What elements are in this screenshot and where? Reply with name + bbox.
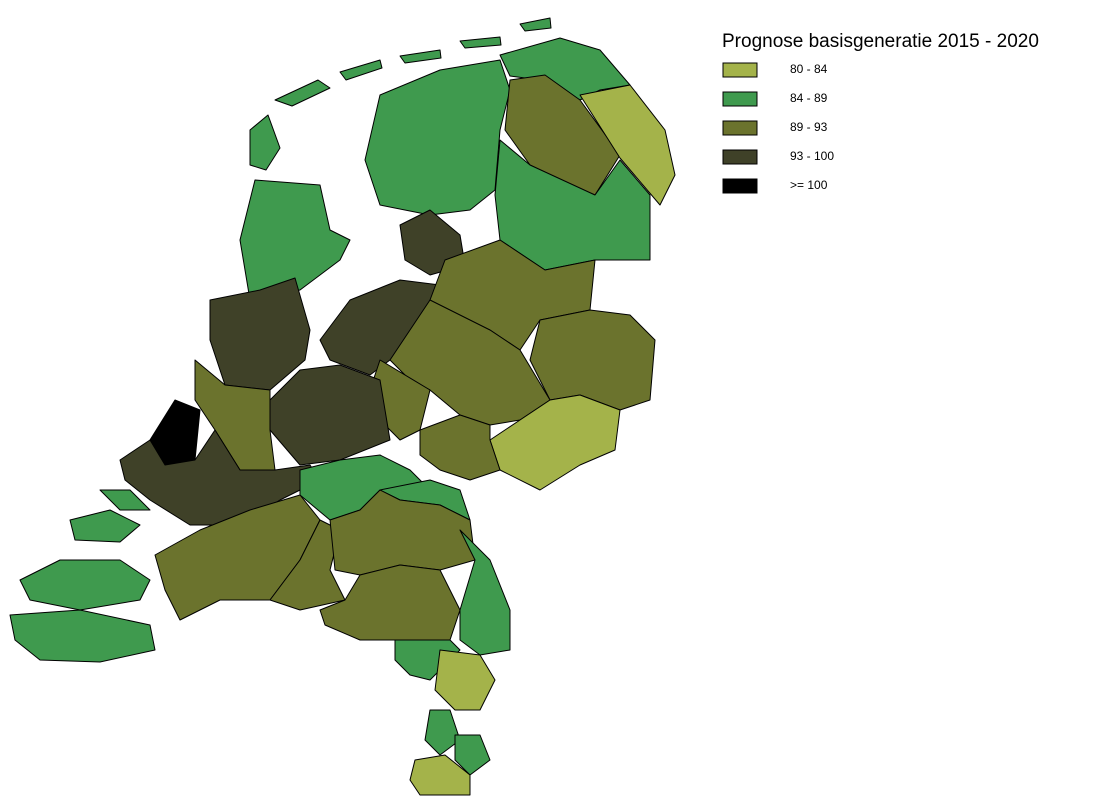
legend-swatch: [722, 178, 758, 194]
legend-label: 84 - 89: [790, 91, 828, 105]
legend-swatch: [722, 62, 758, 78]
region: [9, 609, 156, 663]
region: [319, 564, 461, 641]
region: [269, 364, 391, 466]
region: [249, 114, 281, 171]
region: [209, 277, 311, 391]
region: [419, 414, 501, 481]
legend-swatch: [722, 91, 758, 107]
region: [424, 709, 461, 756]
region: [499, 37, 631, 101]
region: [409, 754, 471, 796]
legend-label: 93 - 100: [790, 149, 834, 163]
region: [69, 509, 141, 543]
region: [19, 559, 151, 611]
region: [579, 84, 676, 206]
legend-label: 89 - 93: [790, 120, 828, 134]
region: [459, 36, 502, 49]
region: [519, 17, 552, 32]
legend-label: 80 - 84: [790, 62, 828, 76]
legend-swatch: [722, 120, 758, 136]
region: [99, 489, 151, 511]
map: [9, 17, 676, 796]
region: [329, 489, 476, 576]
region: [434, 649, 496, 711]
legend-title: Prognose basisgeneratie 2015 - 2020: [722, 31, 1039, 52]
region: [364, 59, 511, 216]
region: [119, 429, 321, 526]
legend-label: >= 100: [790, 178, 828, 192]
region: [274, 79, 331, 107]
region: [529, 309, 656, 411]
legend: 80 - 84 84 - 89 89 - 93 93 - 100 >= 100: [722, 62, 834, 194]
region: [339, 59, 383, 81]
region: [494, 139, 651, 271]
region: [399, 49, 442, 64]
region: [239, 179, 351, 301]
legend-swatch: [722, 149, 758, 165]
region: [454, 734, 491, 776]
